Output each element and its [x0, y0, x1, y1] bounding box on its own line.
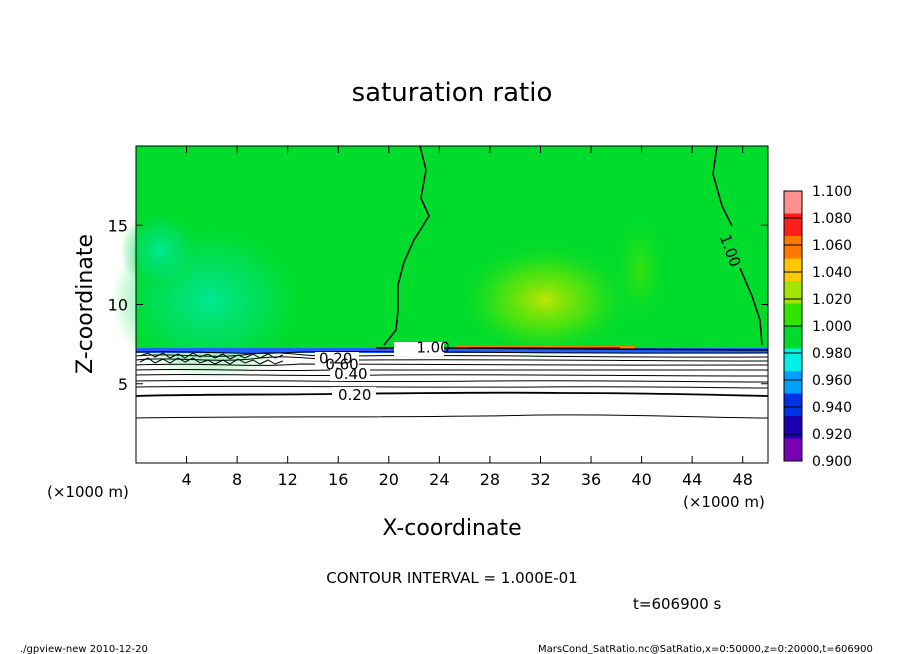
x-tick-label: 20: [379, 470, 399, 489]
time-label: t=606900 s: [633, 595, 721, 613]
x-tick-label: 40: [631, 470, 651, 489]
x-tick-label: 32: [530, 470, 550, 489]
y-tick-label: 15: [108, 216, 128, 235]
colorbar-swatch: [784, 393, 802, 416]
contour-label: 0.20: [319, 349, 352, 367]
colorbar-label: 1.060: [812, 238, 852, 254]
contour-label: 1.00: [416, 338, 449, 356]
colorbar-label: 0.920: [812, 427, 852, 443]
colorbar-label: 0.960: [812, 373, 852, 389]
colorbar-label: 1.020: [812, 292, 852, 308]
contour-label: 0.60: [325, 356, 358, 374]
colorbar-label: 0.980: [812, 346, 852, 362]
x-unit-right: (×1000 m): [683, 493, 765, 511]
contour-label: 0.20: [338, 386, 371, 404]
x-tick-label: 28: [480, 470, 500, 489]
footer-left: ./gpview-new 2010-12-20: [20, 644, 148, 654]
y-tick-label: 5: [118, 375, 128, 394]
contour-1-00-left: [383, 145, 430, 346]
contour-1-00-right: [712, 145, 733, 227]
colorbar-label: 0.940: [812, 400, 852, 416]
colorbar-swatch: [784, 258, 802, 281]
contour-labels: 1.001.000.200.600.400.20: [319, 232, 744, 404]
x-tick-label: 36: [581, 470, 601, 489]
contour-label: 0.40: [334, 365, 367, 383]
x-axis-label: X-coordinate: [382, 516, 521, 541]
field-cool-region-2: [120, 210, 200, 290]
colorbar-label: 1.040: [812, 265, 852, 281]
colorbar: 0.900 0.920 0.940 0.960 0.980 1.000 1.020 1.040…: [783, 184, 852, 470]
x-axis-ticks: 4 8 12 16 20 24 28 32 36 40 44 48: [181, 146, 753, 489]
chart-title: saturation ratio: [352, 78, 553, 108]
field-warm-region-2: [610, 210, 670, 330]
y-tick-label: 10: [108, 296, 128, 315]
footer-right: MarsCond_SatRatio.nc@SatRatio,x=0:50000,…: [538, 644, 873, 654]
colorbar-swatch: [784, 236, 802, 259]
stratification-contours: [135, 350, 769, 419]
x-unit-left: (×1000 m): [47, 483, 129, 501]
colorbar-label: 1.080: [812, 211, 852, 227]
colorbar-label: 0.900: [812, 454, 852, 470]
colorbar-swatch: [784, 303, 802, 326]
colorbar-label: 1.000: [812, 319, 852, 335]
colorbar-label: 1.100: [812, 184, 852, 200]
x-tick-label: 4: [181, 470, 191, 489]
colorbar-swatch: [784, 326, 802, 349]
plot-area: [110, 145, 769, 464]
contour-interval: CONTOUR INTERVAL = 1.000E-01: [326, 569, 577, 587]
contour-label-bgs: [315, 342, 444, 401]
x-tick-label: 24: [429, 470, 449, 489]
field-warm-region: [455, 240, 635, 360]
y-axis-ticks: 5 10 15: [108, 216, 768, 394]
ripple-contours: [139, 352, 284, 365]
colorbar-swatch: [784, 371, 802, 394]
x-tick-label: 12: [278, 470, 298, 489]
x-tick-label: 44: [682, 470, 702, 489]
colorbar-swatch: [784, 281, 802, 304]
colorbar-swatch: [784, 213, 802, 236]
contour-0-20-bold: [135, 391, 769, 397]
y-axis-label: Z-coordinate: [73, 234, 98, 374]
surface-band-blue: [136, 348, 768, 353]
x-tick-label: 8: [232, 470, 242, 489]
x-tick-label: 16: [328, 470, 348, 489]
colorbar-swatch: [784, 416, 802, 439]
x-tick-label: 48: [733, 470, 753, 489]
colorbar-swatch: [784, 191, 802, 214]
colorbar-swatch: [784, 348, 802, 371]
colorbar-swatch: [784, 438, 802, 461]
contour-1-00-right-lower: [739, 267, 763, 346]
